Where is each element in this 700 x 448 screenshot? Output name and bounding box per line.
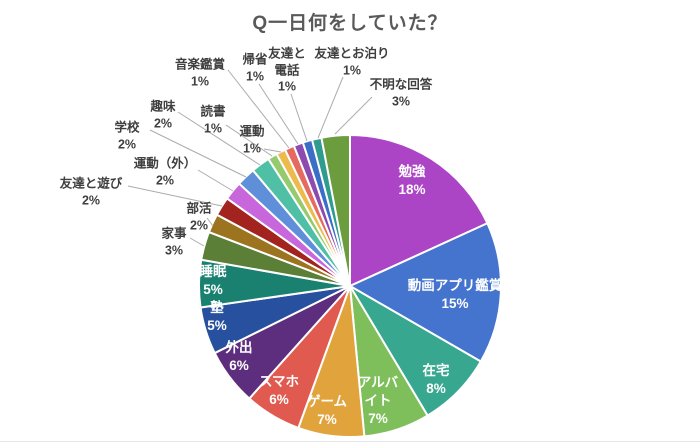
pie-slice-勉強 (349, 134, 489, 287)
chart-title: Q一日何をしていた？ (252, 13, 448, 34)
leader-line-運動（外） (197, 169, 234, 192)
leader-line-運動 (263, 148, 282, 153)
bottom-divider (0, 441, 700, 442)
leader-line-趣味 (177, 111, 261, 166)
leader-line-帰省 (258, 83, 299, 145)
leader-line-家事 (189, 237, 205, 247)
leader-line-友達と電話 (290, 93, 308, 142)
leader-line-部活 (206, 217, 214, 227)
leader-line-読書 (225, 124, 273, 157)
leader-line-友達と遊び (127, 185, 223, 207)
pie-slice-不明な回答 (320, 134, 351, 287)
pie-slice-動画アプリ鑑賞 (349, 222, 502, 363)
leader-line-学校 (149, 129, 247, 178)
leader-line-不明な回答 (334, 96, 373, 135)
leader-line-友達とお泊り (317, 76, 344, 139)
leader-line-音楽鑑賞 (227, 69, 290, 149)
